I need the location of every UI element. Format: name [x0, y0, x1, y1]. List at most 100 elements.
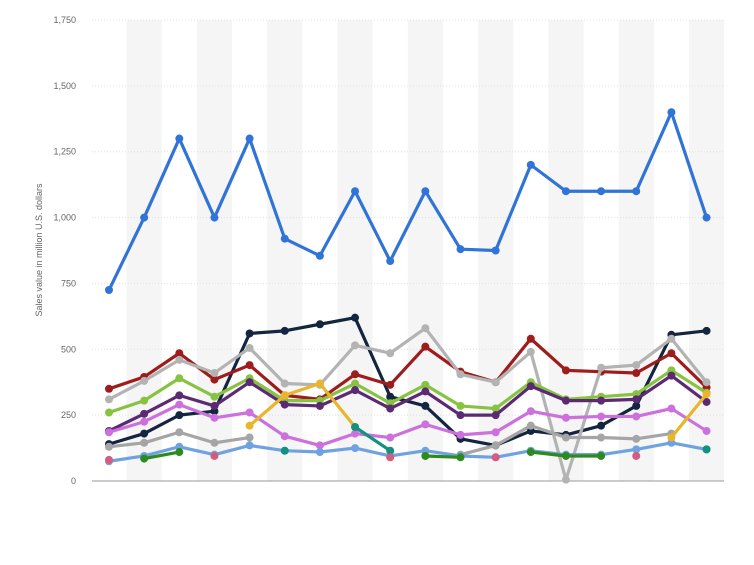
- data-point: [210, 213, 219, 222]
- data-point: [351, 341, 360, 350]
- data-point: [210, 392, 219, 401]
- data-point: [702, 445, 711, 454]
- data-point: [315, 401, 324, 410]
- data-point: [175, 391, 184, 400]
- data-point: [526, 421, 535, 430]
- series-8: [105, 421, 676, 459]
- data-point: [210, 401, 219, 410]
- series-line: [107, 441, 709, 463]
- series-line: [423, 454, 463, 459]
- series-11: [280, 422, 711, 455]
- data-point: [245, 134, 254, 143]
- series-line: [107, 368, 709, 415]
- data-point: [702, 326, 711, 335]
- y-tick-label: 1,000: [53, 213, 76, 223]
- data-point: [280, 234, 289, 243]
- data-point: [386, 257, 395, 266]
- y-tick-label: 1,250: [53, 147, 76, 157]
- data-point: [561, 413, 570, 422]
- data-point: [597, 396, 606, 405]
- data-point: [280, 400, 289, 409]
- series-line: [353, 425, 392, 453]
- series-line: [142, 450, 181, 461]
- data-point: [210, 375, 219, 384]
- data-point: [667, 334, 676, 343]
- data-point: [315, 441, 324, 450]
- data-point: [421, 342, 430, 351]
- data-point: [526, 448, 535, 457]
- data-point: [280, 326, 289, 335]
- y-axis-label: Sales value in million U.S. dollars: [34, 183, 44, 317]
- data-point: [632, 434, 641, 443]
- data-point: [421, 451, 430, 460]
- data-point: [597, 421, 606, 430]
- data-point: [632, 361, 641, 370]
- y-tick-label: 250: [61, 410, 76, 420]
- data-point: [140, 396, 149, 405]
- data-point: [702, 390, 711, 399]
- data-point: [456, 370, 465, 379]
- data-point: [386, 433, 395, 442]
- data-point: [140, 417, 149, 426]
- data-point: [105, 286, 113, 295]
- gridlines: [92, 19, 724, 482]
- background-band: [337, 20, 373, 481]
- data-point: [351, 386, 360, 395]
- data-point: [421, 387, 430, 396]
- data-point: [597, 433, 606, 442]
- data-point: [140, 438, 149, 447]
- data-point: [315, 379, 324, 388]
- data-point: [105, 395, 113, 404]
- data-point: [526, 382, 535, 391]
- y-tick-label: 0: [71, 476, 76, 486]
- data-point: [421, 380, 430, 389]
- data-point: [421, 187, 430, 196]
- series-line: [669, 392, 709, 440]
- data-point: [491, 411, 500, 420]
- data-point: [456, 411, 465, 420]
- data-point: [456, 401, 465, 410]
- data-point: [456, 245, 465, 254]
- series-line: [107, 403, 709, 448]
- data-point: [597, 412, 606, 421]
- data-point: [491, 378, 500, 387]
- data-point: [175, 428, 184, 437]
- data-point: [632, 445, 641, 454]
- data-point: [702, 378, 711, 387]
- data-point: [456, 453, 465, 462]
- data-point: [351, 429, 360, 438]
- y-tick-label: 1,750: [53, 15, 76, 25]
- data-point: [210, 413, 219, 422]
- data-point: [421, 324, 430, 333]
- series-line: [107, 110, 709, 292]
- series-line: [248, 381, 357, 429]
- background-band: [267, 20, 303, 481]
- data-point: [245, 421, 254, 430]
- data-point: [210, 438, 219, 447]
- data-point: [105, 442, 113, 451]
- data-point: [105, 408, 113, 417]
- data-point: [175, 349, 184, 358]
- data-point: [210, 368, 219, 377]
- data-point: [667, 349, 676, 358]
- data-point: [632, 187, 641, 196]
- data-point: [702, 213, 711, 222]
- data-point: [280, 391, 289, 400]
- data-point: [386, 453, 395, 462]
- data-point: [386, 392, 395, 401]
- data-point: [315, 320, 324, 329]
- data-point: [561, 451, 570, 460]
- data-point: [140, 213, 149, 222]
- background-band: [688, 20, 725, 481]
- background-band: [407, 20, 443, 481]
- data-point: [175, 400, 184, 409]
- data-point: [140, 376, 149, 385]
- data-point: [245, 433, 254, 442]
- data-point: [632, 451, 641, 460]
- data-point: [702, 426, 711, 435]
- data-point: [280, 379, 289, 388]
- data-point: [386, 349, 395, 358]
- data-point: [526, 160, 535, 169]
